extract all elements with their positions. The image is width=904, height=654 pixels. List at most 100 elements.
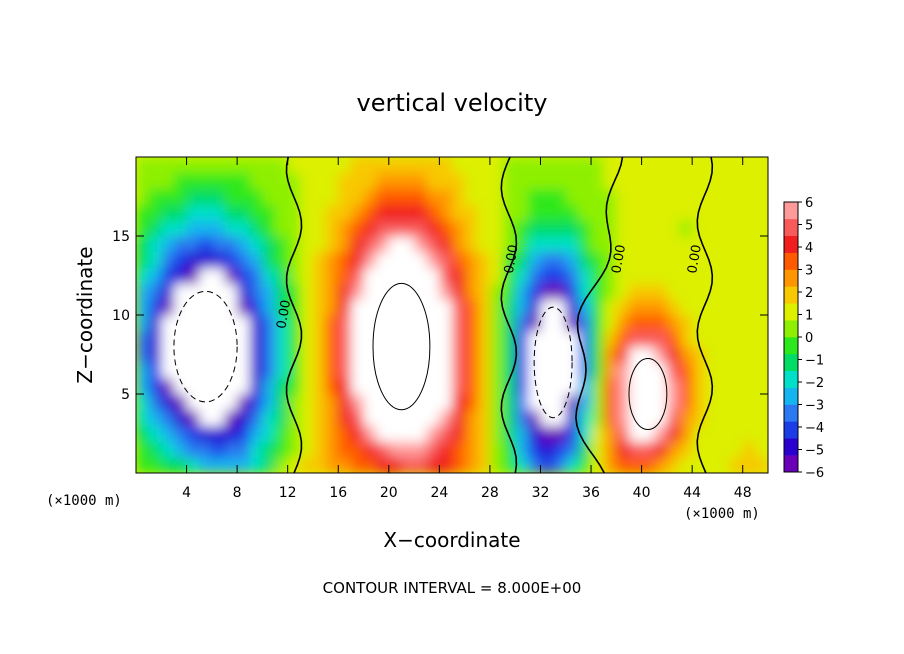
field-cell xyxy=(641,457,655,473)
field-cell xyxy=(628,251,643,269)
field-cell xyxy=(287,251,301,269)
field-cell xyxy=(426,362,440,379)
field-cell xyxy=(666,362,681,379)
field-cell xyxy=(350,409,365,427)
field-cell xyxy=(452,157,466,174)
field-cell xyxy=(275,204,289,221)
field-cell xyxy=(262,315,276,332)
field-cell xyxy=(692,394,706,411)
field-cell xyxy=(325,204,339,221)
field-cell xyxy=(300,267,314,284)
field-cell xyxy=(426,172,440,190)
field-cell xyxy=(161,315,175,332)
field-cell xyxy=(742,394,756,411)
field-cell xyxy=(426,204,440,221)
field-cell xyxy=(350,394,365,411)
field-cell xyxy=(350,441,365,458)
field-cell xyxy=(502,409,516,427)
field-cell xyxy=(388,188,403,205)
field-cell xyxy=(553,394,567,411)
field-cell xyxy=(477,362,491,379)
field-cell xyxy=(603,283,617,300)
field-cell xyxy=(502,378,516,395)
field-cell xyxy=(628,315,643,332)
field-cell xyxy=(679,172,693,190)
field-cell xyxy=(692,267,706,284)
field-cell xyxy=(527,251,542,269)
field-cell xyxy=(616,457,630,473)
colorbar-tick-label: 0 xyxy=(805,331,813,346)
field-cell xyxy=(161,157,175,174)
field-cell xyxy=(199,441,213,458)
field-cell xyxy=(173,236,188,253)
field-cell xyxy=(502,267,516,284)
field-cell xyxy=(262,204,276,221)
field-cell xyxy=(489,267,504,284)
field-cell xyxy=(186,251,200,269)
field-cell xyxy=(287,394,301,411)
field-cell xyxy=(742,299,756,316)
field-cell xyxy=(287,378,301,395)
field-cell xyxy=(527,330,542,348)
y-axis-ticks: 5 10 15 xyxy=(112,229,768,403)
field-cell xyxy=(679,236,693,253)
field-cell xyxy=(401,283,415,300)
field-cell xyxy=(515,362,529,379)
field-cell xyxy=(224,330,238,348)
field-cell xyxy=(502,425,516,442)
field-cell xyxy=(730,457,744,473)
field-cell xyxy=(540,157,554,174)
negative-contour xyxy=(533,306,573,419)
field-cell xyxy=(489,425,504,442)
field-cell xyxy=(249,172,263,190)
field-cell xyxy=(565,425,579,442)
field-cell xyxy=(692,283,706,300)
field-cell xyxy=(312,236,327,253)
colorbar-segment xyxy=(784,353,798,372)
field-cell xyxy=(338,157,352,174)
field-cell xyxy=(338,441,352,458)
field-cell xyxy=(325,346,339,363)
field-cell xyxy=(199,315,213,332)
field-cell xyxy=(136,283,150,300)
field-cell xyxy=(376,188,390,205)
colorbar-segment xyxy=(784,235,798,253)
field-cell xyxy=(565,362,579,379)
colorbar-tick-label: −4 xyxy=(805,421,824,436)
field-cell xyxy=(730,441,744,458)
colorbar-segment xyxy=(784,286,798,304)
field-cell xyxy=(477,251,491,269)
field-cell xyxy=(312,330,327,348)
field-cell xyxy=(755,441,768,458)
field-cell xyxy=(173,362,188,379)
field-cell xyxy=(641,409,655,427)
field-cell xyxy=(603,425,617,442)
field-cell xyxy=(666,157,681,174)
field-cell xyxy=(363,409,377,427)
field-cell xyxy=(312,441,327,458)
negative-contour xyxy=(173,290,238,403)
field-cell xyxy=(249,425,263,442)
field-cell xyxy=(452,236,466,253)
field-cell xyxy=(489,236,504,253)
field-cell xyxy=(312,267,327,284)
field-cell xyxy=(199,299,213,316)
field-cell xyxy=(717,362,731,379)
field-cell xyxy=(464,409,478,427)
field-cell xyxy=(666,378,681,395)
field-cell xyxy=(489,172,504,190)
field-cell xyxy=(666,236,681,253)
colorbar-segment xyxy=(784,421,798,439)
field-cell xyxy=(186,283,200,300)
field-cell xyxy=(742,251,756,269)
field-cell xyxy=(350,188,365,205)
field-cell xyxy=(262,157,276,174)
field-cell xyxy=(275,346,289,363)
field-cell xyxy=(338,188,352,205)
field-cell xyxy=(173,409,188,427)
field-cell xyxy=(173,425,188,442)
colorbar-tick-label: −5 xyxy=(805,444,824,459)
field-cell xyxy=(628,346,643,363)
field-cell xyxy=(199,188,213,205)
field-cell xyxy=(161,425,175,442)
